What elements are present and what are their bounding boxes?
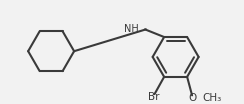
Text: Br: Br xyxy=(148,92,159,102)
Text: NH: NH xyxy=(123,24,138,34)
Text: O: O xyxy=(188,93,196,103)
Text: CH₃: CH₃ xyxy=(203,93,222,103)
